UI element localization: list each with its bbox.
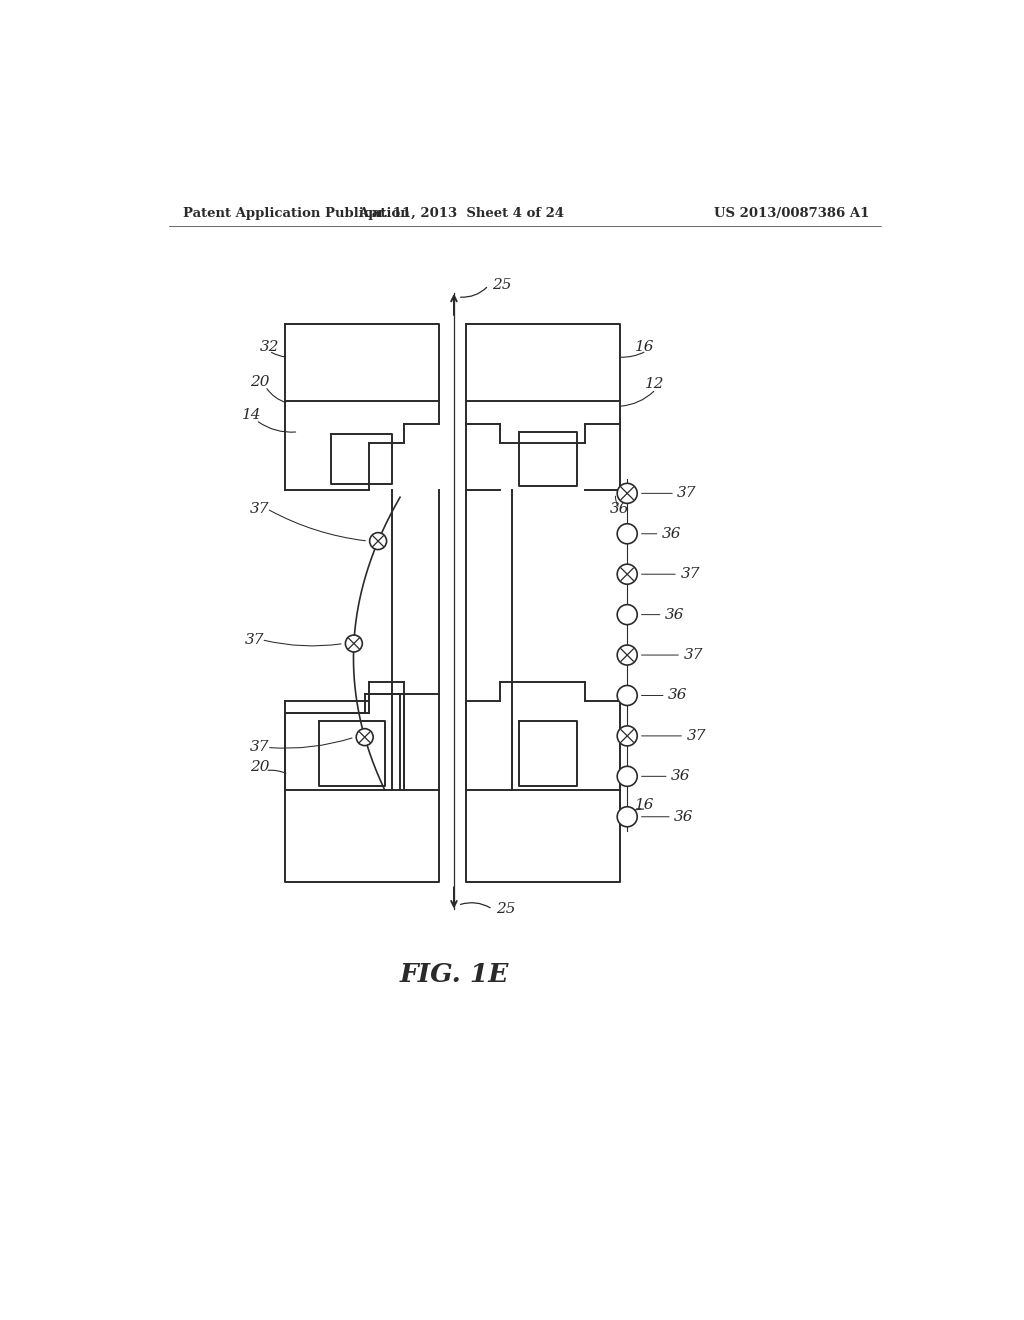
Circle shape	[617, 767, 637, 787]
Text: 37: 37	[250, 741, 269, 755]
Text: Patent Application Publication: Patent Application Publication	[183, 207, 410, 220]
Text: Apr. 11, 2013  Sheet 4 of 24: Apr. 11, 2013 Sheet 4 of 24	[358, 207, 564, 220]
Text: 16: 16	[635, 341, 654, 354]
Text: 25: 25	[497, 902, 516, 916]
Text: 37: 37	[683, 648, 702, 663]
Text: 16: 16	[635, 799, 654, 812]
Circle shape	[617, 685, 637, 705]
Circle shape	[617, 807, 637, 826]
Text: 20: 20	[250, 760, 269, 774]
Circle shape	[370, 532, 387, 549]
Text: FIG. 1E: FIG. 1E	[399, 962, 509, 987]
Text: 37: 37	[680, 568, 699, 581]
Text: 20: 20	[250, 375, 269, 388]
Circle shape	[345, 635, 362, 652]
Text: US 2013/0087386 A1: US 2013/0087386 A1	[715, 207, 869, 220]
Text: 36: 36	[662, 527, 681, 541]
Circle shape	[617, 605, 637, 624]
Text: 25: 25	[493, 279, 512, 293]
Circle shape	[617, 483, 637, 503]
Text: 36: 36	[674, 809, 693, 824]
Text: 14: 14	[243, 408, 262, 422]
Text: 37: 37	[686, 729, 706, 743]
Text: 37: 37	[245, 632, 264, 647]
Text: 37: 37	[250, 502, 269, 516]
Text: 37: 37	[677, 486, 696, 500]
Text: 36: 36	[610, 502, 630, 516]
Circle shape	[617, 726, 637, 746]
Circle shape	[617, 564, 637, 585]
Text: 36: 36	[668, 689, 687, 702]
Text: 36: 36	[671, 770, 690, 783]
Circle shape	[617, 524, 637, 544]
Circle shape	[356, 729, 373, 746]
Text: 12: 12	[645, 378, 665, 391]
Circle shape	[617, 645, 637, 665]
Text: 36: 36	[665, 607, 684, 622]
Text: 32: 32	[260, 341, 280, 354]
